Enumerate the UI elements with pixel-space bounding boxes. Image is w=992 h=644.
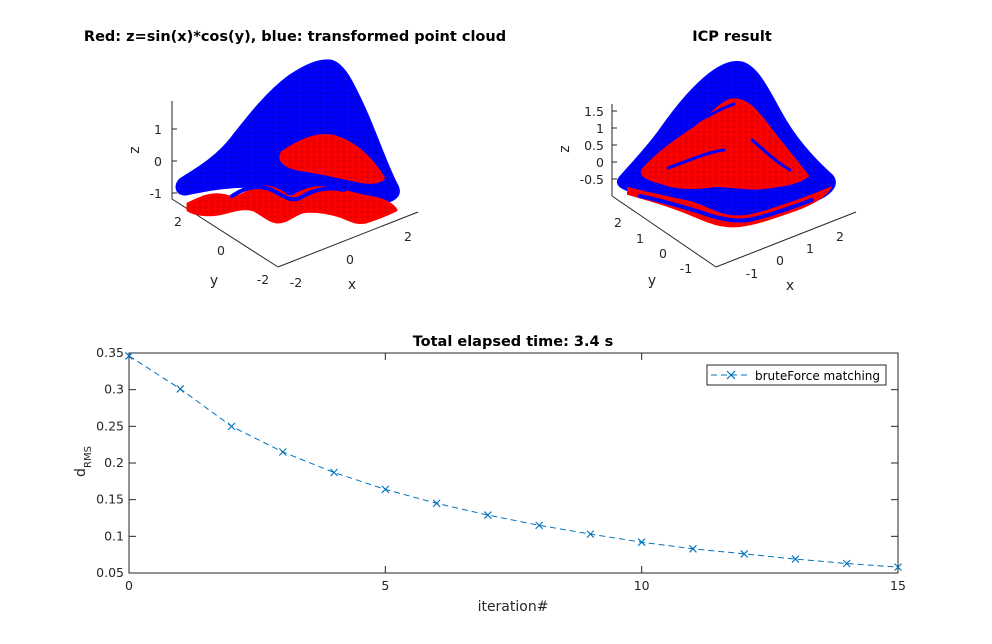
y-tick-label: 0.2: [104, 455, 124, 470]
left-red-inner-patch: [279, 134, 386, 184]
right-x-tick-label: 2: [836, 229, 844, 244]
data-point-marker: [227, 422, 236, 431]
x-axis-ticks: 0 5 10 15: [125, 353, 906, 593]
right-z-tick-label: 1: [596, 121, 604, 136]
right-blue-bottom-rim: [638, 194, 814, 223]
x-tick-label: 0: [125, 578, 133, 593]
right-y-tick-label: 2: [614, 215, 622, 230]
series-group: [125, 352, 902, 572]
y-tick-label: 0.35: [96, 345, 124, 360]
y-tick-label: 0.1: [104, 528, 124, 543]
left-x-axis-label: x: [348, 277, 356, 293]
right-z-tick-label: -0.5: [580, 172, 604, 187]
subplot-bottom-line-chart: Total elapsed time: 3.4 s 0.05 0.1 0.15 0.2…: [73, 334, 906, 615]
right-z-axis-label: z: [557, 145, 573, 152]
subplot-right-3d: ICP result 1.5 1 0.5 0 -0.5 z 2 1 0 -1 y…: [557, 29, 857, 294]
subplot-left-title: Red: z=sin(x)*cos(y), blue: transformed …: [84, 29, 506, 45]
data-point-marker: [330, 468, 338, 477]
y-axis-ticks: 0.05 0.1 0.15 0.2 0.25 0.3 0.35: [96, 345, 898, 580]
y-axis-label-main: d: [73, 468, 89, 477]
right-y-tick-label: 1: [636, 231, 644, 246]
subplot-right-title: ICP result: [692, 29, 772, 45]
left-x-axis-line: [277, 211, 419, 268]
x-axis-label: iteration#: [478, 599, 549, 615]
data-point-marker: [176, 385, 185, 393]
series-line: [128, 355, 899, 568]
data-point-marker: [432, 499, 441, 508]
right-y-tick-label: -1: [680, 261, 692, 276]
right-y-tick-label: 0: [659, 246, 667, 261]
right-y-axis-line: [611, 195, 717, 268]
right-blue-streak: [666, 102, 792, 172]
legend: bruteForce matching: [706, 364, 887, 386]
data-point-marker: [586, 530, 595, 539]
y-axis-label: d RMS: [73, 446, 94, 477]
data-point-marker: [535, 521, 544, 530]
right-x-tick-label: 1: [806, 241, 814, 256]
left-y-tick-label: 2: [174, 214, 182, 229]
data-point-marker: [483, 511, 492, 519]
y-tick-label: 0.15: [96, 492, 124, 507]
legend-marker-icon: [726, 370, 736, 380]
left-z-tick-label: 0: [154, 154, 162, 169]
data-point-marker: [637, 538, 646, 547]
left-y-tick-label: 0: [217, 243, 225, 258]
right-z-tick-label: 0.5: [584, 138, 604, 153]
left-y-axis-label: y: [210, 273, 218, 289]
left-x-tick-label: -2: [290, 275, 302, 290]
data-point-marker: [125, 352, 133, 360]
left-z-tick-label: 1: [154, 122, 162, 137]
y-tick-label: 0.3: [104, 382, 124, 397]
data-point-marker: [791, 555, 800, 563]
legend-box: [706, 364, 887, 386]
left-z-tick-label: -1: [150, 186, 162, 201]
subplot-left-3d: Red: z=sin(x)*cos(y), blue: transformed …: [84, 29, 506, 293]
x-tick-label: 15: [890, 578, 906, 593]
data-point-marker: [894, 563, 902, 572]
data-point-marker: [842, 559, 851, 568]
left-y-tick-label: -2: [257, 272, 269, 287]
y-axis-label-subscript: RMS: [83, 446, 94, 468]
left-x-tick-label: 2: [404, 229, 412, 244]
legend-entry-label: bruteForce matching: [755, 369, 880, 383]
plot-area: [128, 352, 899, 574]
y-tick-label: 0.05: [96, 565, 124, 580]
right-red-point-cloud: [640, 98, 809, 190]
right-y-axis-label: y: [648, 273, 656, 289]
right-x-axis-line: [715, 211, 857, 268]
left-blue-band-on-red: [230, 185, 346, 202]
right-z-tick-label: 0: [596, 155, 604, 170]
chart-title: Total elapsed time: 3.4 s: [413, 334, 614, 350]
y-tick-label: 0.25: [96, 418, 124, 433]
x-tick-label: 10: [634, 578, 650, 593]
data-point-marker: [740, 550, 749, 558]
data-point-marker: [381, 485, 390, 494]
right-z-tick-label: 1.5: [584, 104, 604, 119]
left-z-axis-label: z: [127, 146, 143, 153]
data-point-marker: [689, 544, 697, 553]
left-blue-point-cloud: [175, 59, 400, 209]
right-x-tick-label: -1: [746, 266, 758, 281]
data-point-marker: [278, 448, 287, 456]
left-x-tick-label: 0: [346, 252, 354, 267]
right-x-tick-label: 0: [776, 253, 784, 268]
x-tick-label: 5: [381, 578, 389, 593]
right-x-axis-label: x: [786, 278, 794, 294]
